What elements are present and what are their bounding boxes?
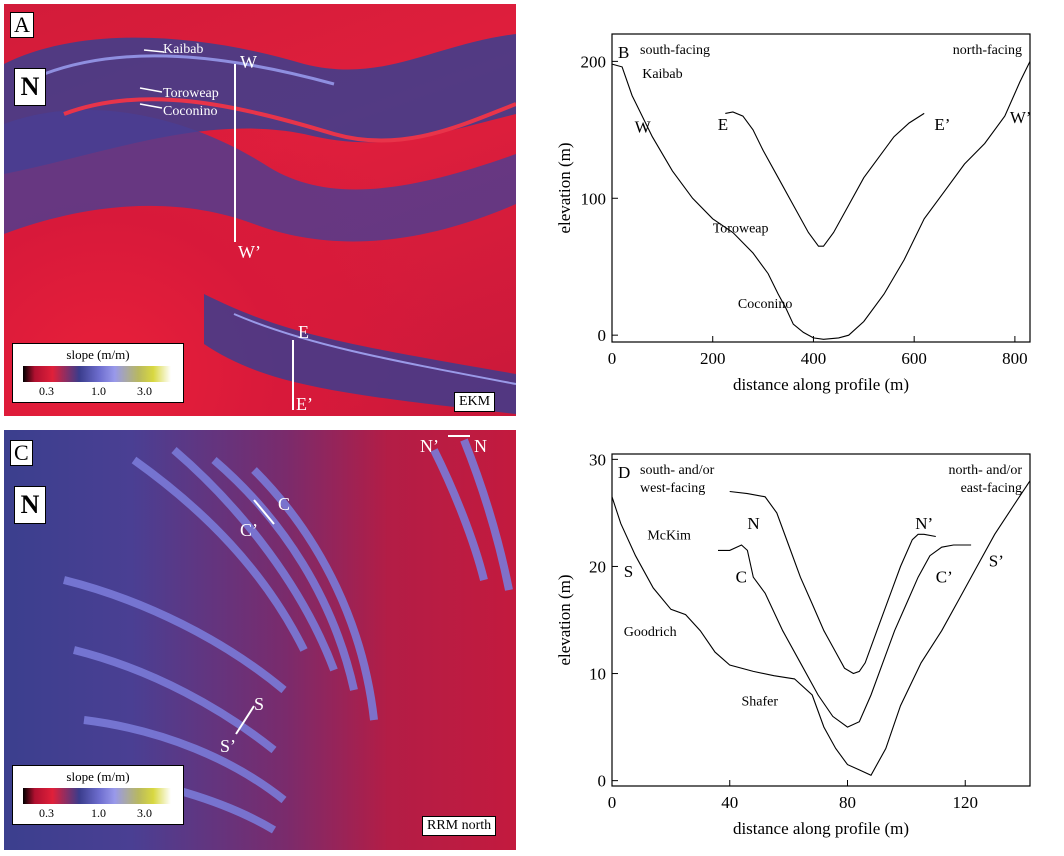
profile-chart-b: 0 200 400 600 800 0 100 200 distance along profi… xyxy=(555,33,1032,394)
panel-letter-D: D xyxy=(618,463,630,482)
legend-tick-c-1: 1.0 xyxy=(91,806,106,820)
panel-c-letter: C xyxy=(10,440,33,466)
north-arrow-label-a: N xyxy=(20,72,40,101)
y-axis-label: elevation (m) xyxy=(555,142,574,233)
annotation-7: Goodrich xyxy=(624,625,677,640)
north-arrow-icon-c: N xyxy=(14,486,46,524)
annotation-5: C’ xyxy=(936,568,953,587)
profile-s-label: S xyxy=(254,694,265,714)
profile-n-label: N xyxy=(474,436,487,456)
plot-frame xyxy=(611,453,1031,787)
slope-map-c-texture xyxy=(63,435,513,834)
profile-cp-label: C’ xyxy=(240,520,258,540)
profile-wp-label: W’ xyxy=(238,242,261,262)
series-line-S-Sp xyxy=(611,480,1031,777)
annotation-4: W’ xyxy=(1010,108,1032,127)
x-tick-label-1: 200 xyxy=(700,349,726,368)
legend-tick-a-2: 3.0 xyxy=(137,384,152,398)
legend-colorbar-c xyxy=(23,788,171,804)
series-line-W-Wp xyxy=(611,61,1031,340)
legend-tick-c-0: 0.3 xyxy=(39,806,54,820)
corner-label-left-0: south- and/or xyxy=(640,463,715,478)
y-tick-label-1: 10 xyxy=(589,665,606,684)
annotation-3: C xyxy=(736,568,747,587)
annotation-2: E xyxy=(718,115,728,134)
legend-title-a: slope (m/m) xyxy=(66,347,130,362)
profile-np-label: N’ xyxy=(420,436,439,456)
toroweap-label: Toroweap xyxy=(163,86,219,101)
series-line-N-Np xyxy=(729,490,936,675)
profile-e-label: E xyxy=(298,322,309,342)
annotation-8: Shafer xyxy=(742,695,779,710)
profile-c-label: C xyxy=(278,494,291,514)
panel-a-letter: A xyxy=(10,12,34,38)
legend-title-c: slope (m/m) xyxy=(66,769,130,784)
annotation-6: Coconino xyxy=(738,297,792,312)
site-label-ekm: EKM xyxy=(454,392,496,412)
corner-label-left-1: west-facing xyxy=(640,481,705,496)
annotation-0: Kaibab xyxy=(642,67,682,82)
slope-legend-c: slope (m/m) 0.3 1.0 3.0 xyxy=(12,765,184,825)
site-label-rrm-north: RRM north xyxy=(422,816,497,836)
y-tick-label-0: 0 xyxy=(598,772,607,791)
x-tick-label-0: 0 xyxy=(608,793,617,812)
legend-tick-a-1: 1.0 xyxy=(91,384,106,398)
north-arrow-icon-a: N xyxy=(14,68,46,106)
y-axis-label: elevation (m) xyxy=(555,574,574,665)
series-line-C-Cp xyxy=(718,544,972,728)
x-tick-label-0: 0 xyxy=(608,349,617,368)
x-tick-label-2: 80 xyxy=(839,793,856,812)
y-tick-label-2: 200 xyxy=(581,52,607,71)
coconino-label: Coconino xyxy=(163,104,218,119)
profile-chart-d: 0 40 80 120 0 10 20 30 distance along profile (m… xyxy=(555,450,1031,838)
y-tick-label-2: 20 xyxy=(589,557,606,576)
profile-w-label: W xyxy=(240,52,257,72)
annotation-1: W xyxy=(635,118,652,137)
annotation-0: McKim xyxy=(647,529,691,544)
corner-label-right-0: north- and/or xyxy=(949,463,1023,478)
x-tick-label-1: 40 xyxy=(721,793,738,812)
x-axis-label: distance along profile (m) xyxy=(733,375,909,394)
corner-label-right-0: north-facing xyxy=(953,43,1022,58)
legend-colorbar-a xyxy=(23,366,171,382)
annotation-2: N xyxy=(747,514,759,533)
kaibab-label: Kaibab xyxy=(163,42,204,57)
annotation-4: N’ xyxy=(915,514,933,533)
panel-letter-B: B xyxy=(618,43,629,62)
profile-ep-label: E’ xyxy=(296,394,313,414)
corner-label-right-1: east-facing xyxy=(961,481,1022,496)
x-tick-label-2: 400 xyxy=(801,349,827,368)
annotation-5: Toroweap xyxy=(713,221,769,236)
x-axis-label: distance along profile (m) xyxy=(733,819,909,838)
y-tick-label-0: 0 xyxy=(598,326,607,345)
annotation-3: E’ xyxy=(934,115,950,134)
x-tick-label-3: 600 xyxy=(901,349,927,368)
x-tick-label-4: 800 xyxy=(1002,349,1028,368)
annotation-1: S xyxy=(624,562,633,581)
legend-tick-c-2: 3.0 xyxy=(137,806,152,820)
annotation-6: S’ xyxy=(989,551,1004,570)
corner-label-left-0: south-facing xyxy=(640,43,710,58)
north-arrow-label-c: N xyxy=(20,490,40,519)
legend-tick-a-0: 0.3 xyxy=(39,384,54,398)
plot-frame xyxy=(611,33,1031,343)
x-tick-label-3: 120 xyxy=(952,793,978,812)
y-tick-label-3: 30 xyxy=(589,450,606,469)
slope-map-a-texture xyxy=(4,34,516,414)
slope-legend-a: slope (m/m) 0.3 1.0 3.0 xyxy=(12,343,184,403)
y-tick-label-1: 100 xyxy=(581,189,607,208)
series-line-E-Ep xyxy=(725,111,925,247)
profile-sp-label: S’ xyxy=(220,736,237,756)
